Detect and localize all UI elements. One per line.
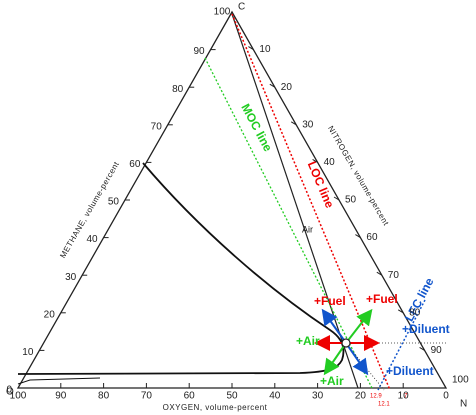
tick-mark xyxy=(290,121,297,126)
tick-label: 30 xyxy=(65,272,77,283)
tick-label: 80 xyxy=(98,391,110,402)
arrow xyxy=(345,342,369,376)
tick-label: 40 xyxy=(86,234,98,245)
tick-label: 70 xyxy=(151,121,163,132)
tick-label: 0 xyxy=(443,391,449,402)
tick-label: 10 xyxy=(398,391,410,402)
vertex-label: N xyxy=(460,399,467,410)
small-label: 7 xyxy=(404,394,408,400)
tick-label: 70 xyxy=(141,391,153,402)
tick-label: 20 xyxy=(281,82,293,93)
vertex-label: O xyxy=(6,387,14,398)
tick-label: 90 xyxy=(193,46,205,57)
tick-label: 100 xyxy=(10,391,27,402)
tick-label: 90 xyxy=(431,345,443,356)
tick-label: 70 xyxy=(388,270,400,281)
tick-mark xyxy=(333,196,340,201)
flammability-envelope xyxy=(17,162,345,375)
tick-label: 90 xyxy=(55,391,67,402)
tick-label: 60 xyxy=(184,391,196,402)
point xyxy=(341,338,351,348)
tick-label: 80 xyxy=(172,84,184,95)
tick-label: 50 xyxy=(345,195,357,206)
triangle xyxy=(16,10,448,389)
arrow xyxy=(321,308,347,344)
line-label: Air xyxy=(302,224,313,234)
arrow-label: +Fuel xyxy=(366,292,398,306)
tick-mark xyxy=(269,83,276,88)
tick-label: 50 xyxy=(108,197,120,208)
tick-label: 10 xyxy=(22,347,34,358)
tick-label: 60 xyxy=(129,159,141,170)
arrow-label: +Air xyxy=(320,374,344,388)
tick-label: 50 xyxy=(226,391,238,402)
tick-mark xyxy=(355,234,361,239)
tick-mark xyxy=(248,46,254,51)
tick-label: 20 xyxy=(44,309,56,320)
arrow-label: +Diluent xyxy=(386,364,434,378)
tick-label: 0 xyxy=(6,385,12,396)
arrow-label: +Fuel xyxy=(314,294,346,308)
tick-label: 80 xyxy=(409,307,421,318)
moc-line xyxy=(204,57,373,389)
tick-mark xyxy=(397,309,404,314)
small-label: 12.1 xyxy=(378,402,390,408)
bottom-curve xyxy=(17,377,101,385)
tick-label: 20 xyxy=(355,391,367,402)
arrow-label: +Diluent xyxy=(402,322,450,336)
arrow xyxy=(345,308,373,344)
tick-mark xyxy=(376,271,383,276)
tick-label: 30 xyxy=(312,391,324,402)
tick-label: 40 xyxy=(324,157,336,168)
tick-label: 40 xyxy=(269,391,281,402)
tick-label: 100 xyxy=(452,375,469,386)
tick-label: 60 xyxy=(366,232,378,243)
lfc-line xyxy=(377,299,426,391)
apex-value: 100 xyxy=(214,7,231,18)
small-label: 12.9 xyxy=(370,394,382,400)
axis-title: OXYGEN, volume-percent xyxy=(163,403,268,412)
tick-mark xyxy=(419,346,425,351)
arrow-label: +Air xyxy=(296,334,320,348)
tick-label: 10 xyxy=(259,44,271,55)
tick-label: 30 xyxy=(302,119,314,130)
axis-title: NITROGEN, volume-percent xyxy=(326,124,391,227)
vertex-label: C xyxy=(238,2,245,13)
arrow xyxy=(323,342,347,376)
tick-mark xyxy=(312,158,318,163)
